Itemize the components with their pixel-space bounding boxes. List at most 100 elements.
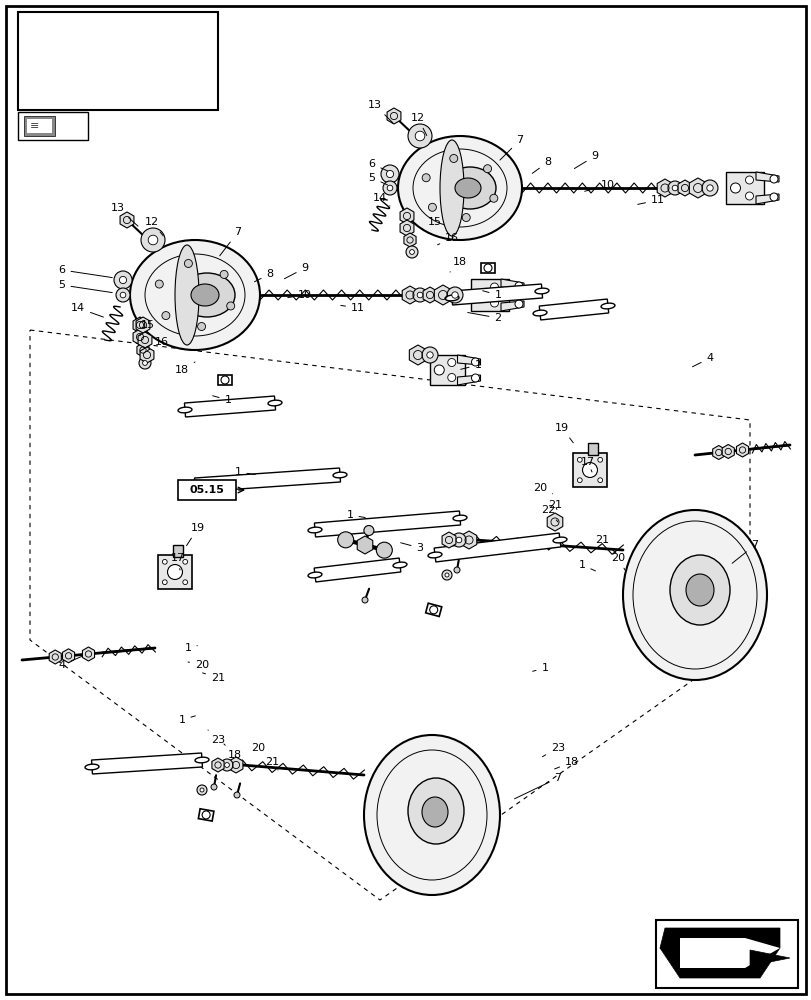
Circle shape [167, 565, 182, 579]
Polygon shape [441, 532, 455, 548]
Polygon shape [133, 329, 147, 345]
Polygon shape [451, 284, 542, 305]
Circle shape [453, 567, 460, 573]
Circle shape [234, 792, 240, 798]
Polygon shape [434, 285, 451, 305]
Polygon shape [689, 178, 706, 198]
Polygon shape [423, 287, 436, 303]
Polygon shape [659, 948, 779, 978]
Text: 20: 20 [532, 483, 551, 494]
Bar [587, 443, 597, 455]
Text: 1: 1 [184, 643, 197, 653]
Circle shape [489, 194, 497, 202]
Text: 21: 21 [547, 500, 561, 510]
Text: 7: 7 [514, 773, 561, 799]
Text: 20: 20 [251, 743, 270, 758]
Circle shape [441, 570, 452, 580]
Polygon shape [62, 649, 75, 663]
Circle shape [483, 264, 491, 272]
Ellipse shape [427, 552, 441, 558]
Text: 17: 17 [580, 457, 594, 472]
Text: 7: 7 [732, 540, 757, 563]
Text: 1: 1 [532, 663, 547, 673]
Text: 1: 1 [212, 395, 231, 405]
Ellipse shape [130, 240, 260, 350]
Polygon shape [721, 444, 733, 458]
Circle shape [362, 597, 367, 603]
Polygon shape [755, 172, 778, 182]
Circle shape [769, 175, 777, 183]
Circle shape [114, 271, 132, 289]
Text: ≡: ≡ [30, 121, 39, 131]
Ellipse shape [268, 400, 281, 406]
Circle shape [139, 357, 151, 369]
Text: 3: 3 [400, 543, 423, 553]
Bar [655, 920, 797, 988]
Polygon shape [500, 279, 523, 289]
Ellipse shape [191, 284, 219, 306]
Text: 8: 8 [531, 157, 551, 173]
Text: 15: 15 [422, 217, 441, 229]
Text: 18: 18 [554, 757, 578, 769]
Circle shape [422, 174, 430, 182]
Text: 14: 14 [71, 303, 103, 317]
Circle shape [597, 478, 602, 483]
Ellipse shape [397, 136, 521, 240]
Polygon shape [140, 347, 154, 363]
Text: 10: 10 [584, 180, 614, 191]
Text: 15: 15 [139, 320, 155, 336]
Polygon shape [158, 555, 191, 589]
Ellipse shape [622, 510, 766, 680]
Circle shape [226, 302, 234, 310]
Circle shape [120, 292, 126, 298]
Ellipse shape [175, 245, 199, 345]
Circle shape [451, 292, 457, 298]
Polygon shape [387, 108, 401, 124]
Text: 2: 2 [467, 312, 501, 323]
Circle shape [197, 323, 205, 331]
Circle shape [447, 373, 455, 381]
Polygon shape [357, 536, 372, 554]
Text: 1: 1 [482, 290, 501, 300]
Text: 05.15: 05.15 [189, 485, 224, 495]
Circle shape [475, 290, 485, 300]
Circle shape [155, 280, 163, 288]
Text: 8: 8 [254, 269, 273, 282]
Polygon shape [137, 343, 149, 357]
Circle shape [597, 457, 602, 462]
Ellipse shape [333, 472, 346, 478]
Circle shape [490, 283, 498, 291]
Circle shape [483, 165, 491, 173]
Bar [178, 480, 236, 500]
Circle shape [387, 185, 393, 191]
Bar [18, 112, 88, 140]
Circle shape [200, 788, 204, 792]
Ellipse shape [393, 562, 406, 568]
Circle shape [407, 124, 431, 148]
Text: 7: 7 [500, 135, 523, 160]
Text: 7: 7 [220, 227, 241, 256]
Polygon shape [229, 757, 242, 773]
Circle shape [337, 532, 354, 548]
Ellipse shape [600, 303, 614, 309]
Polygon shape [656, 179, 672, 197]
Circle shape [447, 359, 455, 366]
Polygon shape [401, 286, 418, 304]
Text: 21: 21 [594, 535, 616, 553]
Ellipse shape [440, 140, 463, 236]
Circle shape [769, 193, 777, 201]
Text: 1: 1 [234, 467, 255, 477]
Polygon shape [755, 194, 778, 204]
Ellipse shape [307, 527, 322, 533]
Text: 16: 16 [437, 233, 458, 245]
Ellipse shape [453, 515, 466, 521]
Circle shape [427, 352, 432, 358]
Polygon shape [92, 753, 202, 774]
Circle shape [380, 165, 398, 183]
Text: 16: 16 [148, 337, 169, 351]
Polygon shape [457, 375, 480, 385]
Text: 1: 1 [178, 715, 195, 725]
Text: 18: 18 [174, 362, 195, 375]
Circle shape [202, 811, 210, 819]
Ellipse shape [534, 288, 548, 294]
